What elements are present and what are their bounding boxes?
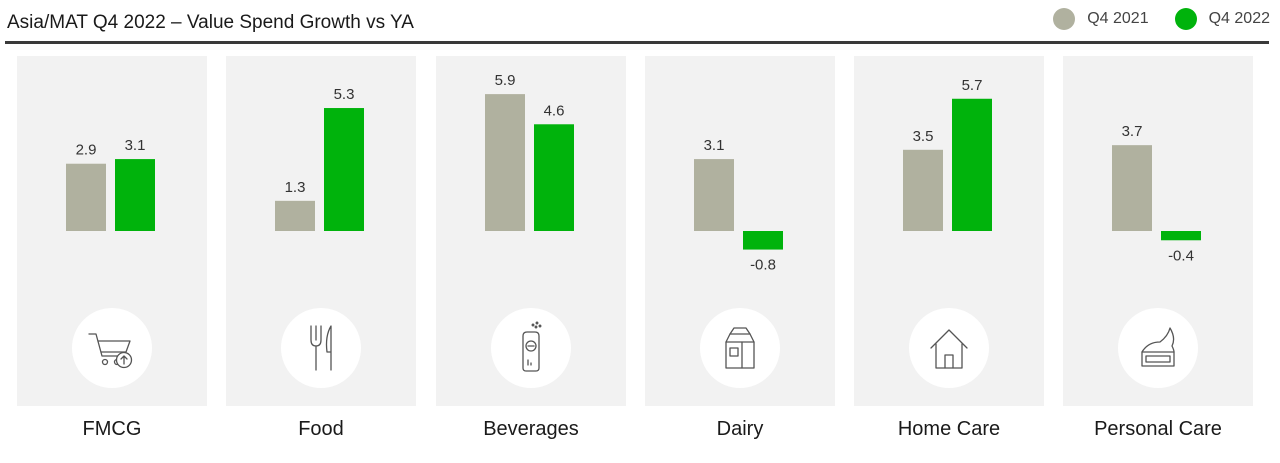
milk-carton-icon [700, 308, 780, 388]
panel-home-care [854, 56, 1044, 406]
legend-swatch-q4-2021 [1053, 8, 1076, 30]
bar-dairy-q4-2022 [743, 231, 783, 250]
bar-beverages-q4-2022 [534, 124, 574, 231]
legend: Q4 2021 Q4 2022 [1027, 8, 1270, 30]
legend-swatch-q4-2022 [1174, 8, 1197, 30]
category-label-home-care: Home Care [897, 418, 1001, 440]
bar-fmcg-q4-2022 [115, 159, 155, 231]
legend-item-q4-2021: Q4 2021 [1053, 8, 1149, 30]
data-label-food-q4-2022: 5.3 [334, 86, 355, 103]
category-label-food: Food [298, 418, 344, 440]
legend-label-q4-2022: Q4 2022 [1208, 10, 1270, 27]
bottle-icon [491, 308, 571, 388]
legend-label-q4-2021: Q4 2021 [1087, 10, 1149, 27]
data-label-food-q4-2021: 1.3 [285, 179, 306, 196]
category-label-dairy: Dairy [716, 418, 764, 440]
bar-fmcg-q4-2021 [66, 163, 106, 231]
bar-home-care-q4-2021 [903, 149, 943, 231]
bar-beverages-q4-2021 [485, 94, 525, 232]
panel-beverages [436, 56, 626, 406]
data-label-home-care-q4-2022: 5.7 [962, 77, 983, 94]
panel-dairy [645, 56, 835, 406]
fork-knife-icon [281, 308, 361, 388]
house-icon [909, 308, 989, 388]
panel-food [226, 56, 416, 406]
bar-personal-care-q4-2021 [1112, 145, 1152, 231]
data-label-home-care-q4-2021: 3.5 [913, 128, 934, 145]
data-label-personal-care-q4-2022: -0.4 [1168, 247, 1194, 264]
data-label-dairy-q4-2021: 3.1 [704, 137, 725, 154]
category-label-fmcg: FMCG [82, 418, 142, 440]
cart-icon [72, 308, 152, 388]
bar-home-care-q4-2022 [952, 98, 992, 231]
panel-personal-care [1063, 56, 1253, 406]
bar-food-q4-2022 [324, 108, 364, 231]
category-label-personal-care: Personal Care [1094, 418, 1222, 440]
bar-dairy-q4-2021 [694, 159, 734, 231]
data-label-beverages-q4-2021: 5.9 [495, 72, 516, 89]
bar-food-q4-2021 [275, 200, 315, 231]
legend-item-q4-2022: Q4 2022 [1174, 8, 1270, 30]
category-label-beverages: Beverages [483, 418, 579, 440]
cream-jar-icon [1118, 308, 1198, 388]
title-divider [5, 41, 1269, 44]
data-label-fmcg-q4-2022: 3.1 [125, 137, 146, 154]
data-label-dairy-q4-2022: -0.8 [750, 257, 776, 274]
data-label-personal-care-q4-2021: 3.7 [1122, 123, 1143, 140]
data-label-beverages-q4-2022: 4.6 [544, 102, 565, 119]
data-label-fmcg-q4-2021: 2.9 [76, 142, 97, 159]
panel-fmcg [17, 56, 207, 406]
bar-personal-care-q4-2022 [1161, 231, 1201, 241]
chart-title: Asia/MAT Q4 2022 – Value Spend Growth vs… [7, 12, 414, 33]
